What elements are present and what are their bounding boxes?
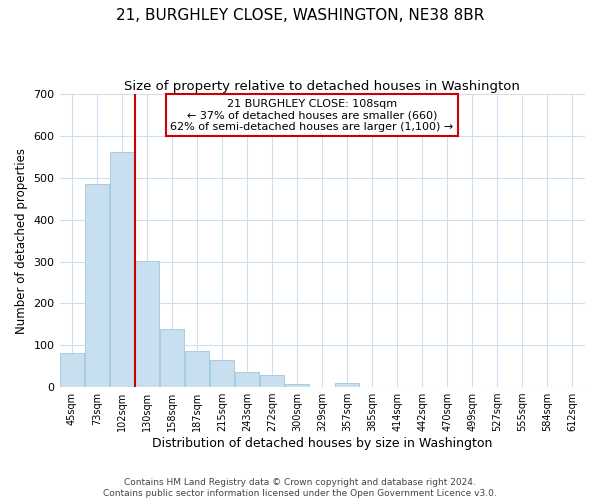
Text: 21, BURGHLEY CLOSE, WASHINGTON, NE38 8BR: 21, BURGHLEY CLOSE, WASHINGTON, NE38 8BR [116,8,484,22]
Bar [210,360,234,387]
Bar [135,260,159,387]
Bar [60,353,84,387]
Bar [160,328,184,387]
Bar [110,152,134,387]
Text: Contains HM Land Registry data © Crown copyright and database right 2024.
Contai: Contains HM Land Registry data © Crown c… [103,478,497,498]
Text: 21 BURGHLEY CLOSE: 108sqm
← 37% of detached houses are smaller (660)
62% of semi: 21 BURGHLEY CLOSE: 108sqm ← 37% of detac… [170,98,454,132]
Bar [286,384,309,387]
Bar [235,372,259,387]
X-axis label: Distribution of detached houses by size in Washington: Distribution of detached houses by size … [152,437,493,450]
Title: Size of property relative to detached houses in Washington: Size of property relative to detached ho… [124,80,520,93]
Bar [260,374,284,387]
Bar [335,383,359,387]
Y-axis label: Number of detached properties: Number of detached properties [15,148,28,334]
Bar [85,184,109,387]
Bar [185,351,209,387]
